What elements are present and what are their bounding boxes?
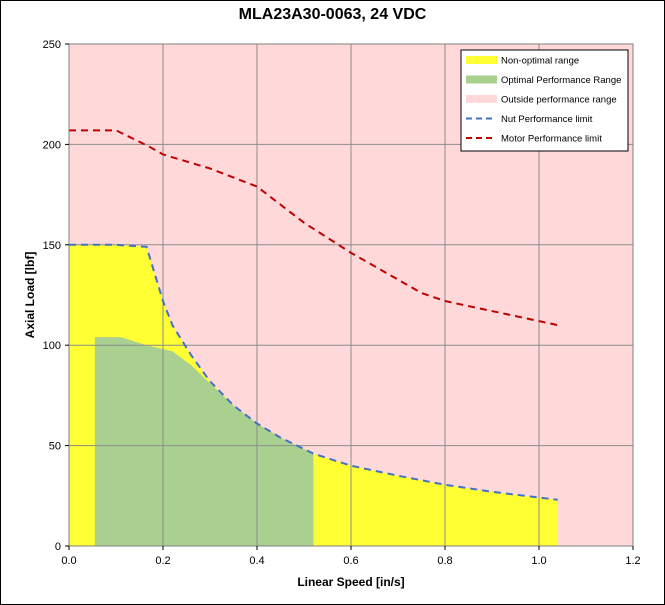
chart-title: MLA23A30-0063, 24 VDC	[238, 6, 427, 23]
y-tick-label: 100	[43, 340, 61, 352]
y-tick-label: 50	[49, 441, 61, 453]
legend-fill-swatch	[466, 75, 497, 84]
y-tick-label: 250	[43, 39, 61, 51]
x-tick-label: 0.4	[249, 555, 264, 567]
x-tick-label: 0.0	[61, 555, 76, 567]
x-tick-label: 0.2	[155, 555, 170, 567]
x-tick-label: 0.8	[437, 555, 452, 567]
legend: Non-optimal range Optimal Performance Ran…	[460, 49, 629, 152]
legend-label: Optimal Performance Range	[501, 75, 621, 86]
legend-fill-swatch	[466, 56, 497, 64]
legend-label: Outside performance range	[501, 95, 617, 106]
legend-label: Non-optimal range	[501, 56, 579, 67]
x-tick-label: 0.6	[343, 555, 358, 567]
y-axis-label: Axial Load [lbf]	[23, 252, 37, 339]
y-tick-label: 150	[43, 240, 61, 252]
line-series-2	[69, 129, 559, 327]
legend-fill-swatch	[466, 95, 497, 103]
legend-label: Motor Performance limit	[501, 134, 602, 145]
legend-label: Nut Performance limit	[501, 114, 593, 125]
x-tick-label: 1.0	[531, 555, 546, 567]
line-series-1	[69, 243, 558, 501]
area-series-2	[94, 337, 314, 546]
x-tick-label: 1.2	[625, 555, 640, 567]
y-tick-label: 0	[55, 541, 61, 553]
x-axis-label: Linear Speed [in/s]	[297, 575, 404, 589]
y-tick-label: 200	[43, 139, 61, 151]
